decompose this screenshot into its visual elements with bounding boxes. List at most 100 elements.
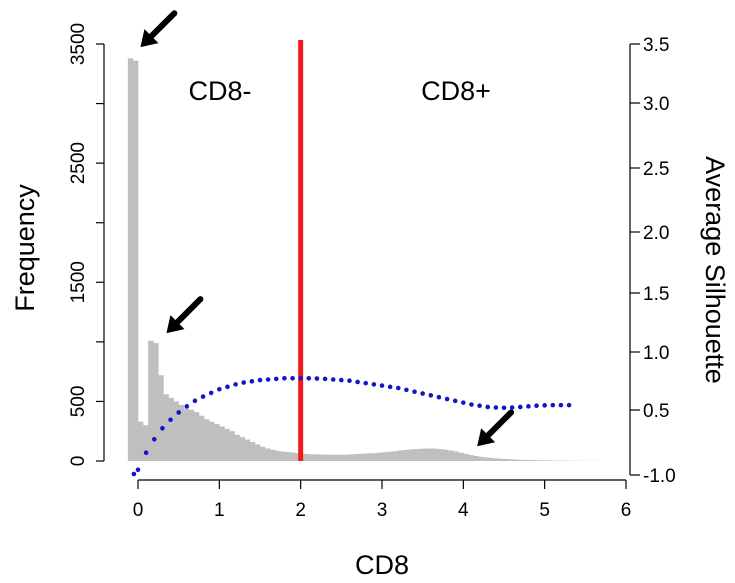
histogram-bar (371, 453, 378, 461)
silhouette-point (249, 379, 255, 384)
y-tick-label-right: 2.0 (643, 223, 669, 244)
silhouette-point (420, 391, 425, 396)
histogram-bar (437, 449, 444, 461)
silhouette-point (526, 404, 531, 409)
silhouette-point (477, 403, 482, 409)
histogram-bar (260, 446, 266, 461)
histogram-bar (214, 424, 220, 461)
silhouette-point (452, 398, 458, 404)
histogram-bar (504, 459, 510, 461)
region-label-cd8-negative: CD8- (188, 76, 251, 106)
y-axis-title-right: Average Silhouette (700, 156, 730, 384)
histogram-bar (397, 450, 403, 461)
silhouette-point (355, 379, 360, 385)
silhouette-point (298, 375, 303, 381)
y-axis-title-left: Frequency (10, 184, 40, 312)
silhouette-point (558, 402, 564, 408)
histogram-bar (463, 453, 469, 461)
silhouette-point (290, 375, 295, 381)
histogram-bar (188, 409, 195, 461)
histogram-bar (193, 412, 200, 461)
silhouette-point (233, 382, 238, 387)
silhouette-point (395, 385, 401, 391)
histogram-bar (402, 450, 408, 461)
y-tick-label-left: 3500 (68, 23, 89, 65)
histogram-bar (524, 459, 530, 461)
histogram-bar (432, 448, 439, 461)
silhouette-outlier-point (131, 471, 137, 477)
histogram-bar (270, 449, 276, 461)
histogram-bar (178, 405, 185, 461)
x-tick-label: 6 (621, 500, 632, 521)
histogram-bar (356, 453, 362, 461)
y-tick-label-left: 2500 (68, 142, 89, 184)
y-tick-label-left: 0 (68, 456, 89, 467)
silhouette-point (387, 384, 393, 390)
histogram-bar (143, 425, 149, 461)
silhouette-point (135, 467, 141, 473)
histogram-bar (254, 444, 261, 461)
silhouette-point (339, 377, 344, 383)
x-tick-label: 4 (458, 500, 469, 521)
histogram-bar (280, 451, 286, 461)
y-tick-label-right: 1.5 (643, 284, 669, 305)
histogram-bar (361, 453, 368, 461)
histogram-bar (427, 448, 434, 461)
histogram-bar (498, 458, 505, 461)
histogram-bar (127, 58, 134, 462)
histogram-bar (199, 415, 205, 461)
y-tick-label-right: 0.5 (643, 401, 669, 422)
arrows (140, 10, 515, 447)
histogram-bar (163, 394, 169, 461)
silhouette-point (550, 402, 556, 408)
histogram-bar (417, 448, 423, 461)
silhouette-point (363, 380, 369, 386)
histogram-bar (219, 426, 225, 461)
histogram-bar (148, 340, 154, 461)
histogram-bar (183, 408, 190, 461)
histogram-bar (305, 454, 312, 461)
histogram-bar (544, 460, 551, 461)
y-tick-label-right: 1.0 (643, 343, 669, 364)
histogram-bar (290, 452, 296, 461)
arrow-icon (477, 409, 515, 447)
silhouette-point (168, 417, 173, 423)
silhouette-point (542, 403, 547, 408)
histogram-bar (310, 454, 317, 461)
silhouette-point (257, 377, 263, 383)
silhouette-point (534, 403, 539, 409)
histogram-bar (315, 454, 322, 461)
x-tick-label: 1 (214, 500, 225, 521)
silhouette-point (306, 375, 312, 381)
silhouette-point (241, 380, 247, 385)
histogram-bar (366, 453, 373, 461)
histogram-bar (300, 453, 307, 461)
y-tick-label-left: 1500 (68, 261, 89, 303)
histogram-bar (376, 452, 383, 461)
silhouette-point (485, 404, 491, 410)
silhouette-point (347, 378, 352, 384)
histogram-bar (265, 448, 271, 461)
arrow-icon (166, 296, 204, 334)
silhouette-point (151, 436, 157, 442)
histogram-bar (132, 60, 139, 462)
histogram-bar (153, 343, 159, 461)
region-label-cd8-positive: CD8+ (421, 76, 491, 106)
histogram-bar (234, 434, 240, 461)
histogram-bar (422, 448, 429, 461)
silhouette-point (412, 389, 417, 395)
y-tick-label-right: -1.0 (643, 466, 676, 487)
silhouette-point (160, 426, 165, 431)
histogram-bar (346, 454, 352, 461)
histogram-bar (529, 460, 535, 461)
y-tick-label-right: 3.5 (643, 35, 669, 56)
x-tick-label: 5 (539, 500, 550, 521)
axes: 0 1 2 3 4 5 6 0 500 1500 2500 3500 -1.0 0.5 1.0 1.5 2.0 2… (68, 23, 676, 521)
histogram-bar (509, 459, 515, 461)
y-tick-label-right: 2.5 (643, 159, 669, 180)
silhouette-point (322, 376, 328, 382)
silhouette-point (444, 396, 450, 402)
histogram-bar (458, 452, 464, 461)
arrow-icon (140, 10, 178, 48)
silhouette-point (509, 405, 515, 410)
